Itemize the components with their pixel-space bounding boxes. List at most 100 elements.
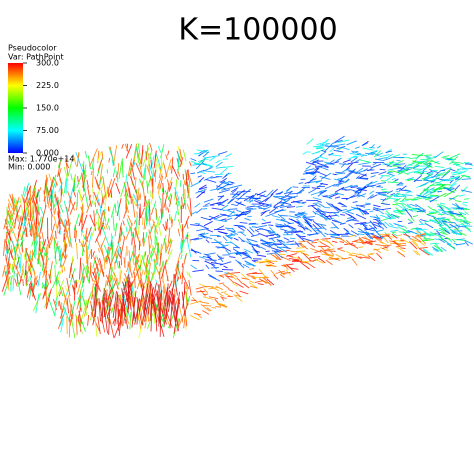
streamline (90, 200, 93, 207)
streamline (112, 166, 116, 177)
legend-plot: Pseudocolor (8, 44, 57, 53)
streamline (126, 181, 131, 199)
streamline (108, 256, 112, 267)
streamline (41, 231, 45, 246)
streamline (98, 175, 103, 187)
streamline (412, 160, 423, 165)
streamline (63, 306, 71, 322)
streamline (450, 212, 458, 215)
streamline (44, 270, 48, 290)
streamline (163, 287, 168, 321)
streamline (370, 235, 376, 237)
streamline (408, 222, 413, 224)
streamline (14, 264, 23, 281)
streamline (14, 278, 18, 287)
streamline (369, 210, 374, 213)
streamline (236, 277, 243, 285)
streamline (359, 253, 370, 259)
streamline (260, 246, 267, 251)
streamline (393, 198, 399, 203)
streamline (458, 211, 464, 217)
streamline (117, 162, 120, 175)
streamline (453, 161, 464, 164)
streamline (245, 263, 251, 266)
streamline (370, 163, 382, 169)
streamline (129, 176, 137, 194)
streamline (422, 190, 429, 196)
streamline (443, 157, 453, 160)
streamline (264, 193, 274, 203)
streamline (395, 190, 401, 193)
streamline (197, 175, 202, 178)
streamline (265, 260, 278, 262)
streamline (327, 159, 335, 165)
streamline (11, 256, 16, 271)
streamline (157, 220, 162, 236)
streamline (58, 182, 63, 192)
streamline (131, 195, 137, 206)
streamline (424, 177, 433, 179)
streamline (372, 208, 379, 212)
streamline (255, 260, 267, 263)
streamline (174, 211, 178, 221)
streamline (134, 219, 136, 224)
streamline (97, 159, 102, 172)
streamline (149, 142, 153, 151)
streamline (190, 172, 196, 175)
streamline (338, 208, 348, 212)
colorbar-ticks: 300.0 225.0 150.0 75.00 0.000 (23, 59, 59, 158)
streamline (365, 152, 374, 155)
streamline (355, 158, 361, 163)
streamline (143, 264, 148, 276)
streamline (305, 161, 317, 166)
streamline (450, 161, 460, 166)
streamline (258, 197, 270, 205)
streamline (416, 194, 428, 198)
streamline (146, 144, 149, 157)
streamline (434, 165, 445, 169)
streamline (62, 253, 66, 259)
streamline (405, 168, 411, 171)
streamline (391, 231, 397, 234)
streamline (131, 237, 133, 246)
streamline (315, 223, 327, 226)
streamline (271, 250, 280, 253)
streamline (111, 304, 115, 313)
streamline (370, 175, 376, 178)
streamline (273, 208, 284, 214)
streamline (7, 199, 14, 211)
streamline (160, 243, 163, 255)
streamline (25, 227, 28, 237)
streamline (244, 217, 251, 221)
streamline (200, 303, 210, 312)
streamline (254, 200, 264, 205)
streamline (90, 300, 94, 318)
streamline (7, 220, 13, 234)
streamline (278, 269, 285, 276)
streamline (82, 235, 87, 241)
streamline (32, 186, 36, 195)
streamline (41, 283, 44, 289)
streamline (79, 298, 83, 313)
streamline (94, 267, 98, 287)
streamline (305, 261, 316, 269)
streamline (277, 239, 283, 242)
streamline (192, 163, 205, 166)
streamline (227, 210, 235, 218)
streamline (464, 211, 469, 216)
streamline (320, 183, 328, 186)
streamline (194, 222, 200, 225)
streamline (96, 268, 100, 280)
tick-label: 225.0 (36, 81, 59, 90)
streamline (442, 222, 449, 228)
streamline (251, 277, 256, 280)
streamline (342, 210, 352, 214)
streamline (92, 294, 95, 312)
streamline (307, 218, 315, 221)
streamline (4, 218, 8, 225)
streamline (196, 290, 205, 293)
streamline (334, 178, 344, 182)
streamline (377, 193, 387, 195)
streamline (182, 149, 187, 162)
streamline (45, 288, 52, 310)
